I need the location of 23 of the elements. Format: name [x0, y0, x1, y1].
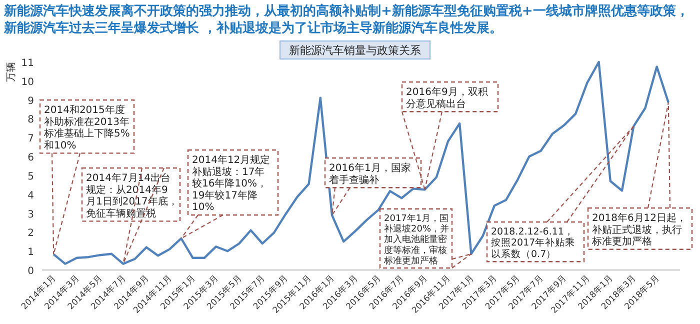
chart-title: 新能源汽车销量与政策关系 [289, 44, 421, 57]
annotation: 2017年1月，国补退坡20%，并加入电池能量密度等标准，审核标准更加严格 [383, 212, 450, 266]
annotation: 2016年9月，双积分意见稿出台 [406, 86, 488, 110]
chart-subtitle: 新能源汽车快速发展离不开政策的强力推动，从最初的高额补贴制+新能源车型免征购置税+一线城市牌照优惠等政策，新能源汽车过去三年呈爆发式增长 ，补贴退坡是为了让市场主导新能源汽车良性发展。 [3, 3, 689, 36]
annotation: 2018年6月12日起，补贴正式退坡，执行标准更加严格 [591, 212, 687, 248]
y-tick-label: 7 [28, 134, 34, 145]
annotation: 2014年12月规定补贴退坡：17年较16年降10%，19年较17年降10% [192, 154, 270, 214]
y-tick-label: 11 [21, 58, 34, 69]
y-axis-title: 万辆 [5, 62, 17, 82]
y-tick-label: 1 [28, 247, 34, 258]
y-tick-label: 0 [28, 266, 34, 277]
annotation: 2018.2.12-6.11，按照2017年补贴乘以系数（0.7） [491, 226, 576, 260]
y-tick-label: 6 [28, 152, 34, 164]
y-tick-label: 3 [28, 209, 34, 220]
y-tick-label: 8 [28, 114, 34, 126]
annotation: 2014年7月14出台规定：从2014年9月1日到2017年底，免征车辆购置税 [86, 172, 178, 220]
annotation: 2016年1月，国家着手查骗补 [329, 162, 411, 186]
y-tick-label: 5 [28, 171, 34, 182]
annotation: 2014和2015年度补助标准在2013年标准基础上下降5%和10% [43, 104, 130, 152]
y-tick-label: 9 [28, 96, 34, 107]
y-tick-label: 4 [28, 190, 34, 202]
y-tick-label: 2 [28, 228, 34, 240]
y-tick-label: 10 [21, 76, 34, 88]
